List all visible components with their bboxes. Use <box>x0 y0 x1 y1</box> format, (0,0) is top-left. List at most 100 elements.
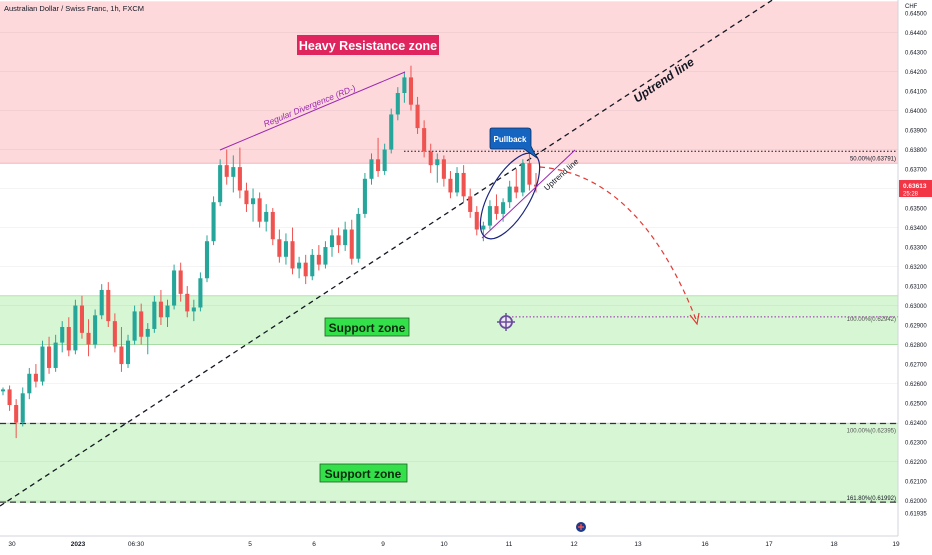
price-tick: 0.63400 <box>905 226 927 232</box>
fib-161-label: 161.80%(0.61992) <box>847 496 896 502</box>
candle-body <box>376 159 381 171</box>
candle-body <box>507 186 512 203</box>
candle <box>66 317 71 357</box>
candle <box>494 194 499 220</box>
candle-body <box>514 186 519 193</box>
candle-body <box>158 301 163 318</box>
candle <box>487 200 492 230</box>
candle-body <box>408 77 414 105</box>
candle-body <box>20 393 25 423</box>
resistance-label-box <box>297 35 439 55</box>
candle <box>152 295 157 333</box>
candle-body <box>172 270 177 306</box>
candle <box>112 313 117 353</box>
price-tick: 0.64000 <box>905 109 927 115</box>
candle-body <box>53 342 58 368</box>
price-tick: 0.63900 <box>905 129 927 135</box>
candle-body <box>494 206 499 214</box>
price-tick: 0.64100 <box>905 90 927 96</box>
candle-body <box>283 241 288 257</box>
time-tick: 30 <box>8 541 16 548</box>
candle-body <box>468 196 473 212</box>
candle-body <box>290 241 295 269</box>
candle <box>106 282 111 327</box>
price-tick: 0.62600 <box>905 382 927 388</box>
candle <box>290 227 295 275</box>
resistance-label: Heavy Resistance zone <box>299 39 437 53</box>
candle <box>527 153 532 191</box>
candle-body <box>369 159 374 179</box>
uptrend-line-main[interactable] <box>0 0 780 507</box>
countdown-label: 25:28 <box>903 192 919 198</box>
candle <box>349 219 354 265</box>
flag-cross <box>578 524 584 530</box>
candle-body <box>474 211 479 230</box>
crosshair-target-icon[interactable] <box>497 313 515 331</box>
price-tick: 0.63200 <box>905 265 927 271</box>
candle-body <box>152 301 157 329</box>
candle-body <box>251 198 256 205</box>
economic-event-flag-icon[interactable] <box>575 521 587 533</box>
projection-arrow-head <box>689 312 700 326</box>
time-tick: 06:30 <box>128 541 145 548</box>
price-tick: 0.63700 <box>905 168 927 174</box>
candle-body <box>99 289 104 316</box>
candle-body <box>112 321 117 347</box>
uptrend-line-small[interactable] <box>481 149 576 239</box>
candle-body <box>132 311 137 341</box>
price-tick: 0.64200 <box>905 70 927 76</box>
candle <box>99 284 104 320</box>
current-price-label: 0.63613 <box>903 183 927 190</box>
time-tick: 2023 <box>71 541 86 548</box>
candle-body <box>356 213 361 259</box>
time-tick: 10 <box>440 541 448 548</box>
price-tick: 0.64500 <box>905 12 927 18</box>
projection-path[interactable] <box>539 166 698 323</box>
candle-body <box>382 149 387 171</box>
candle <box>283 233 288 265</box>
candle-body <box>198 278 203 308</box>
candle <box>165 299 170 327</box>
time-tick: 6 <box>312 541 316 548</box>
candle-body <box>297 262 302 269</box>
candle <box>461 165 466 203</box>
candle <box>73 299 78 355</box>
candle-body <box>204 241 210 279</box>
candle-body <box>0 389 6 392</box>
candle <box>277 229 282 263</box>
candle-body <box>257 198 262 222</box>
candle <box>139 303 144 345</box>
candle <box>33 364 38 388</box>
price-tick: 0.63800 <box>905 148 927 154</box>
divergence-line[interactable] <box>219 71 406 151</box>
currency-label: CHF <box>905 4 918 10</box>
candle <box>369 153 374 185</box>
candle <box>428 143 433 173</box>
time-tick: 12 <box>570 541 578 548</box>
candle <box>119 327 124 372</box>
candle <box>224 149 229 185</box>
time-tick: 16 <box>701 541 709 548</box>
candle <box>211 196 216 246</box>
candle-body <box>527 163 532 185</box>
candle <box>7 385 12 411</box>
candle-body <box>389 114 394 150</box>
candle-body <box>461 172 466 197</box>
candle <box>264 204 269 232</box>
support-label-box-2 <box>319 463 408 483</box>
candle-body <box>422 128 427 152</box>
candle <box>336 227 341 253</box>
candle <box>93 309 98 349</box>
candle <box>316 245 321 271</box>
candle <box>20 387 25 427</box>
candle-body <box>402 77 407 93</box>
candle <box>231 155 236 193</box>
candle <box>402 71 407 103</box>
price-tick: 0.63000 <box>905 304 927 310</box>
candle-body <box>224 165 229 177</box>
current-price-badge <box>899 180 932 198</box>
candle-body <box>66 327 71 351</box>
candle-body <box>79 305 85 333</box>
